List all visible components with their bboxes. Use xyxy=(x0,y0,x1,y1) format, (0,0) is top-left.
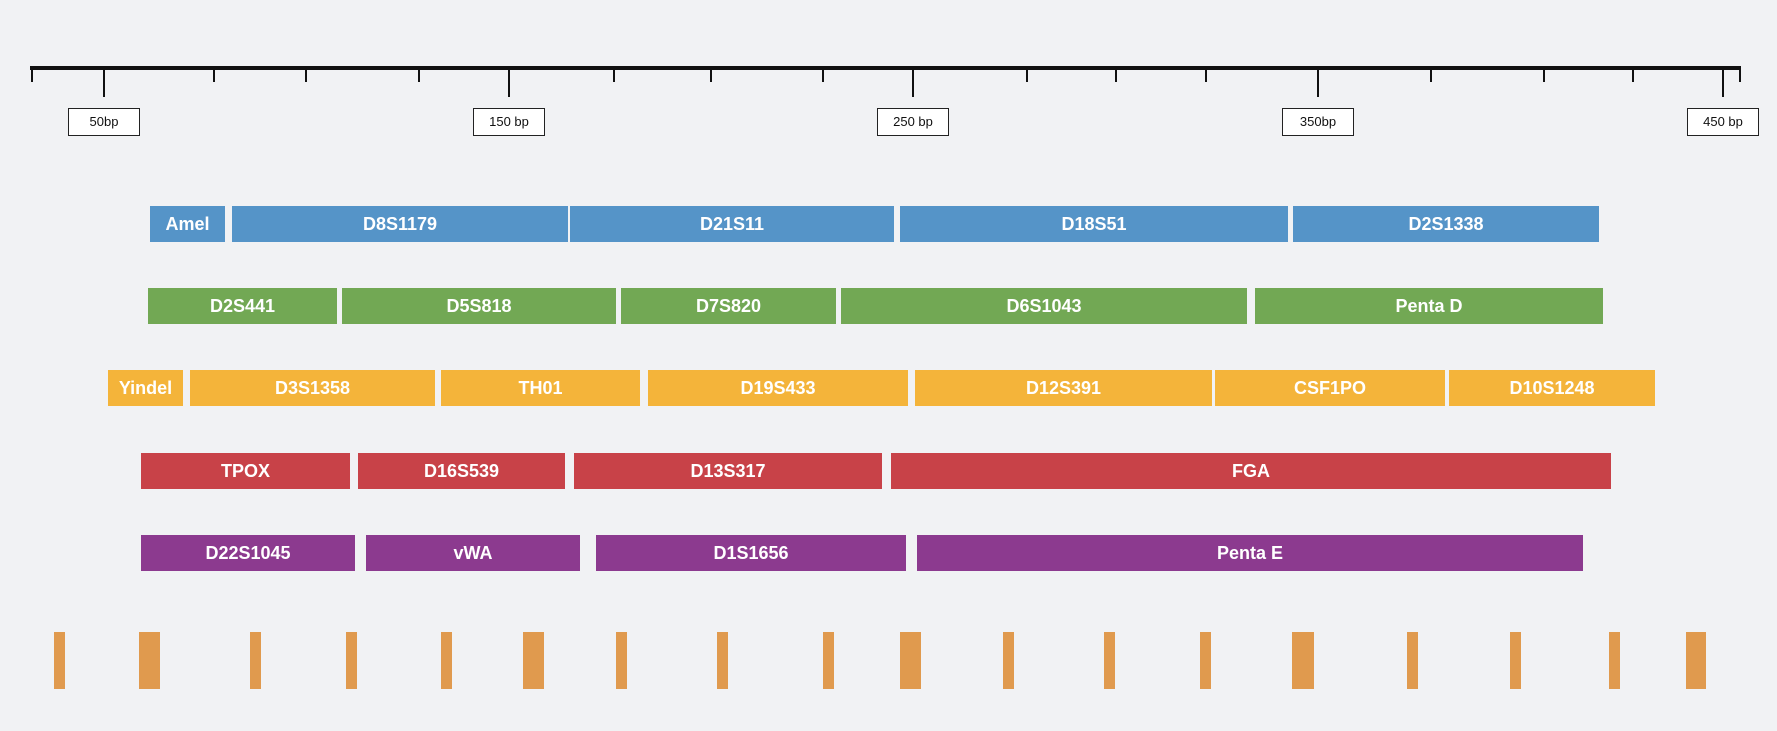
minor-tick-3 xyxy=(418,66,420,82)
locus-bar-d5s818: D5S818 xyxy=(342,288,616,324)
locus-bar-csf1po: CSF1PO xyxy=(1215,370,1445,406)
locus-bar-d21s11: D21S11 xyxy=(570,206,894,242)
marker-15 xyxy=(1510,632,1521,689)
minor-tick-4 xyxy=(613,66,615,82)
minor-tick-8 xyxy=(1115,66,1117,82)
locus-bar-d2s1338: D2S1338 xyxy=(1293,206,1599,242)
minor-tick-9 xyxy=(1205,66,1207,82)
minor-tick-5 xyxy=(710,66,712,82)
minor-tick-7 xyxy=(1026,66,1028,82)
locus-bar-penta-e: Penta E xyxy=(917,535,1583,571)
minor-tick-12 xyxy=(1632,66,1634,82)
locus-bar-amel: Amel xyxy=(150,206,225,242)
locus-bar-d7s820: D7S820 xyxy=(621,288,836,324)
minor-tick-6 xyxy=(822,66,824,82)
marker-2 xyxy=(250,632,261,689)
marker-9 xyxy=(900,632,921,689)
locus-bar-d18s51: D18S51 xyxy=(900,206,1288,242)
locus-bar-d6s1043: D6S1043 xyxy=(841,288,1247,324)
marker-13 xyxy=(1292,632,1314,689)
locus-bar-yindel: Yindel xyxy=(108,370,183,406)
locus-bar-d1s1656: D1S1656 xyxy=(596,535,906,571)
locus-bar-tpox: TPOX xyxy=(141,453,350,489)
marker-0 xyxy=(54,632,65,689)
marker-3 xyxy=(346,632,357,689)
major-tick-0 xyxy=(103,66,105,97)
minor-tick-13 xyxy=(1739,66,1741,82)
scale-label-350bp: 350bp xyxy=(1282,108,1354,136)
marker-6 xyxy=(616,632,627,689)
major-tick-4 xyxy=(1722,66,1724,97)
locus-bar-d22s1045: D22S1045 xyxy=(141,535,355,571)
marker-16 xyxy=(1609,632,1620,689)
marker-12 xyxy=(1200,632,1211,689)
locus-bar-th01: TH01 xyxy=(441,370,640,406)
locus-bar-d2s441: D2S441 xyxy=(148,288,337,324)
marker-7 xyxy=(717,632,728,689)
marker-11 xyxy=(1104,632,1115,689)
locus-bar-vwa: vWA xyxy=(366,535,580,571)
marker-4 xyxy=(441,632,452,689)
scale-label-150bp: 150 bp xyxy=(473,108,545,136)
locus-bar-d10s1248: D10S1248 xyxy=(1449,370,1655,406)
scale-label-450bp: 450 bp xyxy=(1687,108,1759,136)
scale-label-50bp: 50bp xyxy=(68,108,140,136)
locus-bar-d12s391: D12S391 xyxy=(915,370,1212,406)
major-tick-2 xyxy=(912,66,914,97)
locus-bar-d3s1358: D3S1358 xyxy=(190,370,435,406)
marker-17 xyxy=(1686,632,1706,689)
minor-tick-10 xyxy=(1430,66,1432,82)
locus-bar-fga: FGA xyxy=(891,453,1611,489)
size-scale-axis xyxy=(30,66,1740,70)
marker-1 xyxy=(139,632,160,689)
minor-tick-1 xyxy=(213,66,215,82)
locus-bar-d19s433: D19S433 xyxy=(648,370,908,406)
locus-bar-d13s317: D13S317 xyxy=(574,453,882,489)
marker-5 xyxy=(523,632,544,689)
marker-10 xyxy=(1003,632,1014,689)
locus-bar-d16s539: D16S539 xyxy=(358,453,565,489)
major-tick-1 xyxy=(508,66,510,97)
marker-14 xyxy=(1407,632,1418,689)
locus-bar-d8s1179: D8S1179 xyxy=(232,206,568,242)
minor-tick-2 xyxy=(305,66,307,82)
scale-label-250bp: 250 bp xyxy=(877,108,949,136)
minor-tick-11 xyxy=(1543,66,1545,82)
major-tick-3 xyxy=(1317,66,1319,97)
marker-8 xyxy=(823,632,834,689)
minor-tick-0 xyxy=(31,66,33,82)
locus-bar-penta-d: Penta D xyxy=(1255,288,1603,324)
